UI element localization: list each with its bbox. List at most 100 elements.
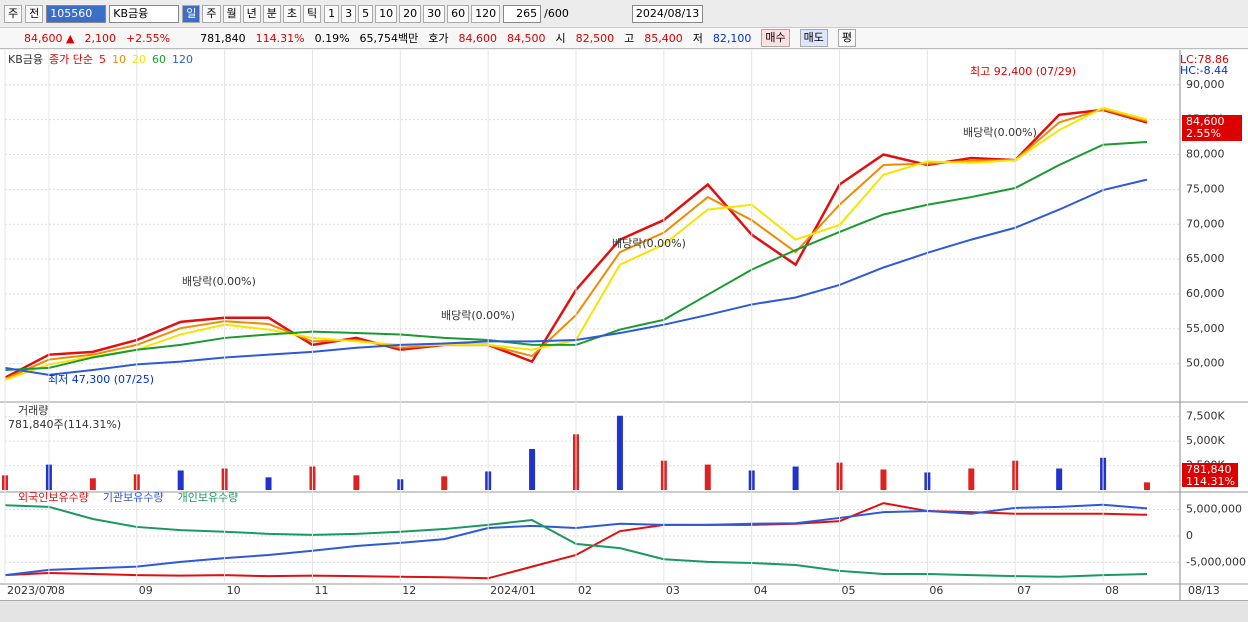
volume-bar <box>616 415 623 490</box>
count-max: /600 <box>544 7 569 20</box>
holding-legend: 외국인보유수량 <box>18 491 89 504</box>
y-tick-label: 65,000 <box>1186 252 1225 265</box>
change: 2,100 <box>84 31 116 45</box>
legend-item: 20 <box>132 53 146 66</box>
period-button[interactable]: 주 <box>202 4 221 23</box>
holding-legend: 개인보유수량 <box>178 491 239 504</box>
quote-bar: 84,600 ▲ 2,100 +2.55% 781,840 114.31% 0.… <box>0 28 1248 49</box>
period-button[interactable]: 틱 <box>303 4 322 23</box>
right-label: 84,600 <box>1186 115 1225 128</box>
minute-button[interactable]: 120 <box>471 4 501 23</box>
ask: 84,600 <box>458 31 498 45</box>
x-tick-label: 10 <box>227 584 241 597</box>
y-tick-label: 80,000 <box>1186 148 1225 161</box>
x-tick-label: 2024/01 <box>490 584 536 597</box>
period-button[interactable]: 월 <box>222 4 241 23</box>
x-tick-label: 11 <box>314 584 328 597</box>
high-label: 고 <box>624 32 635 45</box>
volume-box-ratio: 114.31% <box>1186 475 1235 488</box>
legend-name: KB금융 <box>8 53 43 66</box>
y-tick-label: 70,000 <box>1186 217 1225 230</box>
x-tick-label: 06 <box>929 584 943 597</box>
annotation: 배당락(0.00%) <box>182 275 256 288</box>
period-button[interactable]: 일 <box>182 4 201 23</box>
volume-bar <box>441 476 448 490</box>
y-tick-label: 5,000K <box>1186 434 1225 447</box>
scroll-bar[interactable] <box>0 600 1248 622</box>
chart-bg <box>0 50 1248 600</box>
annotation: 배당락(0.00%) <box>963 126 1037 139</box>
volume-bar <box>968 468 975 490</box>
chart: 90,00085,00080,00075,00070,00065,00060,0… <box>0 50 1248 600</box>
volume-bar <box>353 475 360 490</box>
bid: 84,500 <box>507 31 546 45</box>
period-button[interactable]: 초 <box>282 4 301 23</box>
legend-item: 60 <box>152 53 166 66</box>
amount: 65,754백만 <box>359 32 419 45</box>
volume-bar <box>177 470 184 490</box>
y-tick-label: 0 <box>1186 529 1193 542</box>
annotation: 배당락(0.00%) <box>612 237 686 250</box>
y-tick-label: 90,000 <box>1186 78 1225 91</box>
annotation: 최고 92,400 (07/29) <box>970 65 1076 78</box>
volume-box-value: 781,840 <box>1186 463 1232 476</box>
x-tick-label: 02 <box>578 584 592 597</box>
buy[interactable]: 매수 <box>761 29 790 47</box>
open: 82,500 <box>575 31 615 45</box>
legend-item: 5 <box>99 53 106 66</box>
minute-button[interactable]: 3 <box>341 4 357 23</box>
x-tick-label: 04 <box>754 584 768 597</box>
count[interactable]: 265 <box>503 4 542 23</box>
minutes: 1 3 5 10 20 30 60 120 <box>324 4 501 23</box>
period-button[interactable]: 분 <box>262 4 281 23</box>
minute-button[interactable]: 5 <box>358 4 374 23</box>
holding-legend: 기관보유수량 <box>103 491 164 504</box>
turnover: 0.19% <box>314 31 350 45</box>
date[interactable]: 2024/08/13 <box>631 4 704 23</box>
y-tick-label: 5,000,000 <box>1186 502 1242 515</box>
x-tick-label: 2023/07 <box>7 584 53 597</box>
minute-button[interactable]: 10 <box>375 4 398 23</box>
ask-label: 호가 <box>428 32 449 45</box>
price: 84,600 ▲ <box>24 31 75 45</box>
prev[interactable]: 전 <box>25 4 44 23</box>
legend-item: 10 <box>112 53 126 66</box>
y-tick-label: 55,000 <box>1186 322 1225 335</box>
rate: +2.55% <box>125 31 171 45</box>
minute-button[interactable]: 20 <box>399 4 422 23</box>
x-tick-label: 08 <box>51 584 65 597</box>
low: 82,100 <box>712 31 752 45</box>
volume-bar <box>704 464 711 490</box>
y-tick-label: 75,000 <box>1186 182 1225 195</box>
period-button[interactable]: 년 <box>242 4 261 23</box>
name-field[interactable]: KB금융 <box>109 4 180 23</box>
minute-button[interactable]: 30 <box>423 4 446 23</box>
minute-button[interactable]: 60 <box>447 4 470 23</box>
minute-button[interactable]: 1 <box>324 4 340 23</box>
code-input[interactable]: 105560 <box>46 4 107 23</box>
market[interactable]: 주 <box>4 4 23 23</box>
annotation: 배당락(0.00%) <box>441 309 515 322</box>
x-tick-label: 05 <box>842 584 856 597</box>
volume-bar <box>89 478 96 490</box>
panel-title: 거래량 <box>18 404 48 417</box>
x-tick-label: 07 <box>1017 584 1031 597</box>
annotation: 최저 47,300 (07/25) <box>48 373 154 386</box>
volume-bar <box>1056 468 1063 490</box>
high: 85,400 <box>644 31 683 45</box>
volume-bar <box>529 448 536 490</box>
sell[interactable]: 매도 <box>799 29 828 47</box>
open-label: 시 <box>555 32 566 45</box>
volume-box <box>1182 463 1238 487</box>
volume-info: 781,840주(114.31%) <box>8 418 121 431</box>
right-label: HC:-8.44 <box>1180 64 1228 77</box>
avg[interactable]: 평 <box>837 29 857 47</box>
x-tick-label: 08 <box>1105 584 1119 597</box>
x-tick-label: 03 <box>666 584 680 597</box>
x-tick-label: 12 <box>402 584 416 597</box>
right-label: 2.55% <box>1186 127 1221 140</box>
legend-method: 종가 단순 <box>49 53 93 66</box>
volume-bar <box>792 466 799 490</box>
